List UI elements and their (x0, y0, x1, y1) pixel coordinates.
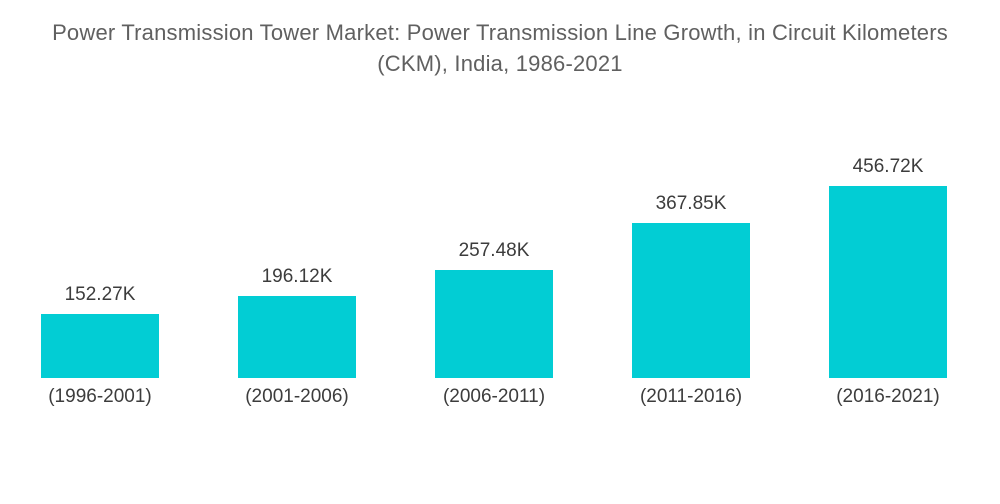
bar-chart-plot: 152.27K (1996-2001) 196.12K (2001-2006) 257.… (41, 78, 947, 408)
bar-category-label: (2016-2021) (836, 386, 940, 407)
bar-value-label: 257.48K (458, 240, 530, 261)
bar (632, 223, 750, 378)
bar-value-label: 196.12K (261, 266, 333, 287)
bar-group: 456.72K (2016-2021) (829, 156, 947, 408)
bar (829, 186, 947, 378)
bar-category-label: (2011-2016) (639, 386, 743, 407)
bar-category-label: (2001-2006) (245, 386, 349, 407)
bar (435, 270, 553, 378)
bar-group: 367.85K (2011-2016) (632, 193, 750, 408)
bar-category-label: (2006-2011) (442, 386, 546, 407)
bar (41, 314, 159, 378)
bar-group: 196.12K (2001-2006) (238, 266, 356, 408)
bar-value-label: 152.27K (64, 284, 136, 305)
bar-value-label: 367.85K (655, 193, 727, 214)
bar-value-label: 456.72K (852, 156, 924, 177)
bar-group: 257.48K (2006-2011) (435, 240, 553, 408)
bar-group: 152.27K (1996-2001) (41, 284, 159, 408)
bar-category-label: (1996-2001) (48, 386, 152, 407)
bar (238, 296, 356, 378)
chart-title: Power Transmission Tower Market: Power T… (52, 20, 948, 76)
